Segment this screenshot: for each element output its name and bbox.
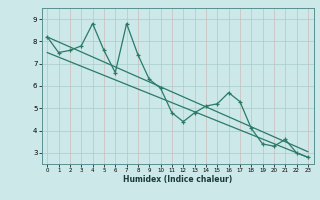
X-axis label: Humidex (Indice chaleur): Humidex (Indice chaleur)	[123, 175, 232, 184]
